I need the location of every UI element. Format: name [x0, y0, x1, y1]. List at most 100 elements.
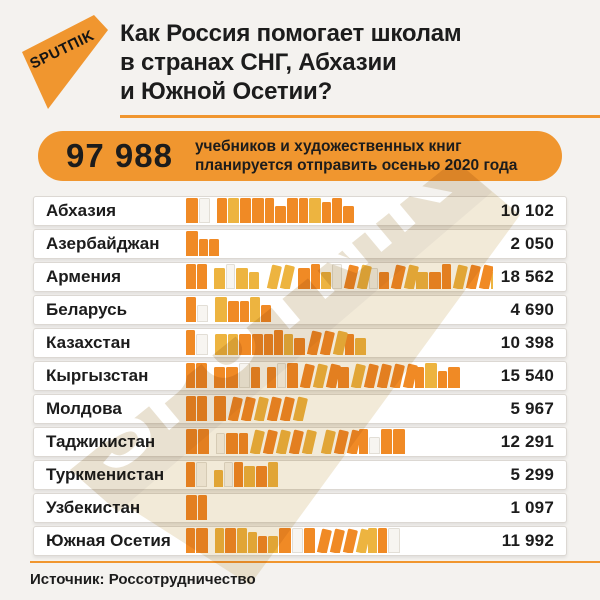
- country-value: 4 690: [510, 300, 554, 319]
- book-icon: [199, 198, 210, 223]
- highlight-band: 97 988 учебников и художественных книг п…: [38, 131, 562, 181]
- country-label: Молдова: [46, 399, 122, 418]
- book-bar: [186, 231, 502, 256]
- logo-flag-shape: [22, 15, 108, 109]
- country-row: Южная Осетия 11 992: [33, 526, 567, 556]
- book-icon: [287, 198, 298, 223]
- book-icon: [261, 305, 271, 322]
- country-value: 12 291: [500, 432, 554, 451]
- book-bar: [186, 264, 493, 289]
- country-row: Узбекистан 1 097: [33, 493, 567, 523]
- book-icon: [416, 272, 428, 289]
- book-icon: [264, 334, 273, 355]
- book-icon: [251, 367, 260, 388]
- country-value: 11 992: [501, 531, 554, 550]
- country-row: Абхазия 10 102: [33, 196, 567, 226]
- book-icon: [196, 363, 207, 388]
- total-description-line-2: планируется отправить осенью 2020 года: [194, 157, 518, 174]
- country-value: 2 050: [510, 234, 554, 253]
- book-icon: [216, 433, 225, 454]
- sputnik-logo: SPUTΠIK: [22, 15, 108, 109]
- header: Как Россия помогает школам в странах СНГ…: [0, 0, 600, 106]
- book-icon: [198, 429, 209, 454]
- source-note: Источник: Россотрудничество: [30, 571, 256, 588]
- country-value: 5 299: [510, 465, 554, 484]
- country-label: Казахстан: [46, 333, 131, 352]
- book-icon: [237, 528, 247, 553]
- footer-divider: [30, 561, 600, 563]
- book-icon: [274, 330, 283, 355]
- book-bar: [186, 198, 493, 223]
- book-icon: [267, 367, 276, 388]
- country-label: Абхазия: [46, 201, 117, 220]
- book-icon: [304, 528, 315, 553]
- title-line-2: в странах СНГ, Абхазии: [120, 49, 397, 76]
- book-icon: [215, 334, 227, 355]
- book-icon: [214, 470, 223, 487]
- book-icon: [378, 528, 387, 553]
- country-label: Азербайджан: [46, 234, 160, 253]
- book-bar: [186, 429, 493, 454]
- book-icon: [197, 396, 207, 421]
- book-icon: [268, 462, 278, 487]
- book-icon: [198, 495, 207, 520]
- book-icon: [214, 367, 225, 388]
- book-icon: [322, 202, 331, 223]
- book-icon: [196, 462, 207, 487]
- book-icon: [240, 301, 249, 322]
- country-label: Беларусь: [46, 300, 128, 319]
- country-label: Таджикистан: [46, 432, 156, 451]
- book-icon: [239, 334, 251, 355]
- book-icon: [279, 528, 291, 553]
- book-icon: [292, 528, 303, 553]
- book-icon: [277, 363, 286, 388]
- book-icon: [234, 462, 243, 487]
- country-row: Туркменистан 5 299: [33, 460, 567, 490]
- book-icon: [186, 297, 196, 322]
- book-icon: [332, 264, 342, 289]
- country-rows: Абхазия 10 102 Азербайджан 2 050 Армения…: [33, 196, 567, 556]
- book-icon: [287, 363, 298, 388]
- book-icon: [284, 334, 293, 355]
- book-icon: [226, 433, 238, 454]
- country-label: Армения: [46, 267, 122, 286]
- title-line-3: и Южной Осетии?: [120, 78, 333, 105]
- book-icon: [226, 264, 235, 289]
- country-value: 10 102: [500, 201, 554, 220]
- book-icon: [311, 264, 320, 289]
- page-title: Как Россия помогает школам в странах СНГ…: [120, 19, 590, 106]
- book-icon: [268, 536, 278, 553]
- book-icon: [239, 363, 250, 388]
- book-bar: [186, 528, 494, 553]
- book-icon: [249, 272, 259, 289]
- book-icon: [214, 396, 226, 421]
- book-icon: [196, 528, 208, 553]
- book-icon: [252, 334, 263, 355]
- book-bar: [186, 495, 502, 520]
- book-icon: [186, 198, 198, 223]
- book-icon: [275, 206, 286, 223]
- country-label: Узбекистан: [46, 498, 141, 517]
- total-description-line-1: учебников и художественных книг: [194, 138, 462, 155]
- book-icon: [239, 433, 248, 454]
- book-icon: [186, 231, 198, 256]
- book-icon: [186, 396, 196, 421]
- book-icon: [343, 206, 354, 223]
- country-row: Казахстан 10 398: [33, 328, 567, 358]
- book-icon: [448, 367, 460, 388]
- country-label: Туркменистан: [46, 465, 165, 484]
- book-icon: [240, 198, 251, 223]
- book-icon: [196, 334, 208, 355]
- book-icon: [197, 305, 208, 322]
- country-value: 10 398: [500, 333, 554, 352]
- book-icon: [225, 528, 236, 553]
- book-icon: [226, 367, 238, 388]
- country-row: Азербайджан 2 050: [33, 229, 567, 259]
- title-underline: [120, 115, 600, 118]
- book-icon: [265, 198, 274, 223]
- book-icon: [228, 301, 239, 322]
- book-icon: [438, 371, 447, 388]
- book-icon: [252, 198, 264, 223]
- title-line-1: Как Россия помогает школам: [120, 20, 462, 47]
- book-icon: [381, 429, 392, 454]
